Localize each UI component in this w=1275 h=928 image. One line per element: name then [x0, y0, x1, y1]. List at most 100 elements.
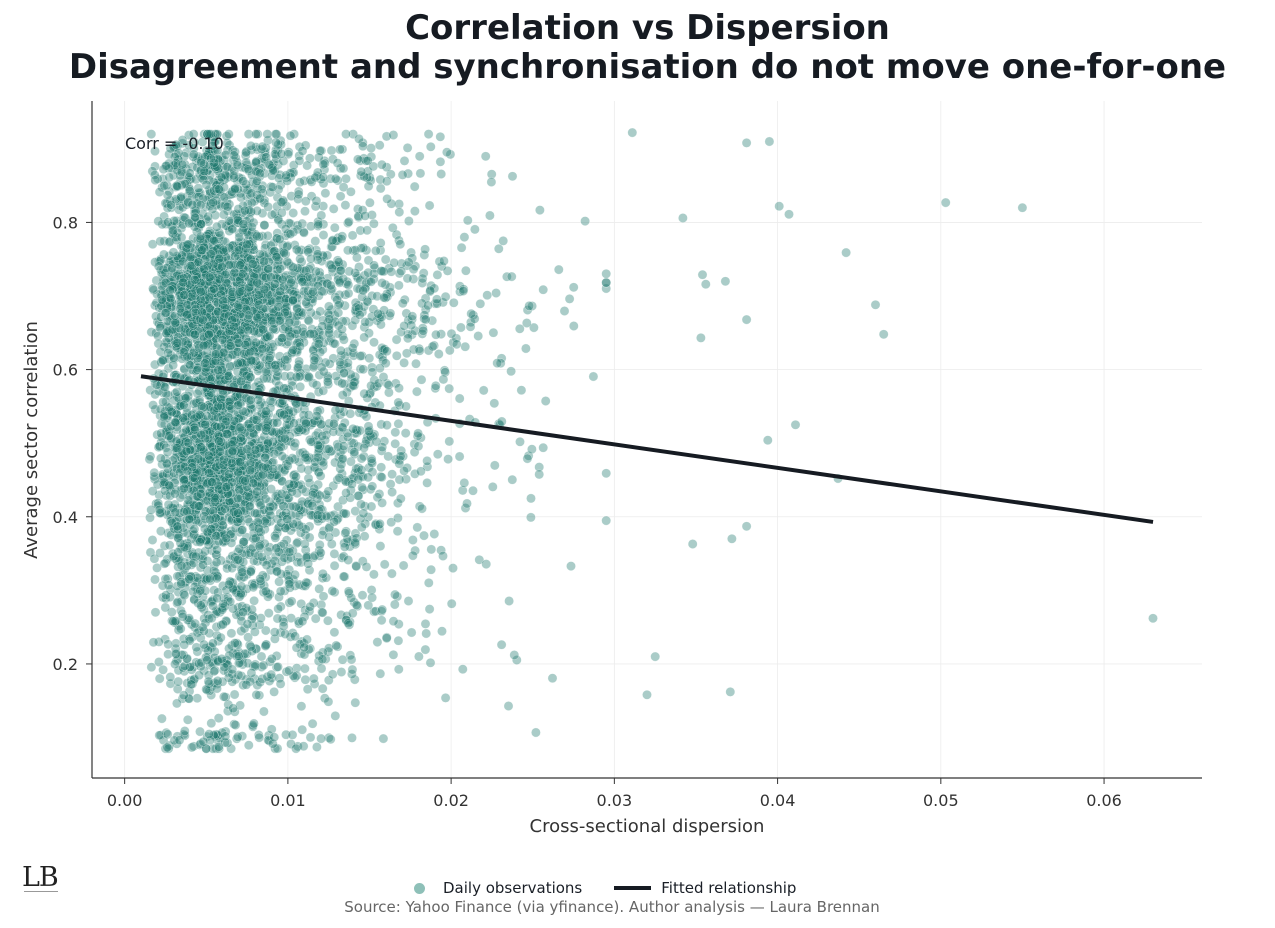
data-point — [284, 547, 295, 557]
data-point — [413, 428, 423, 439]
data-point — [246, 355, 257, 366]
data-point — [376, 615, 387, 626]
data-point — [300, 674, 311, 685]
data-point — [330, 711, 341, 721]
data-point — [365, 197, 375, 208]
data-point — [408, 550, 418, 561]
data-point — [327, 235, 338, 245]
data-point — [344, 266, 355, 277]
data-point — [392, 526, 403, 537]
data-point — [393, 418, 404, 429]
data-point — [347, 733, 357, 743]
data-point — [266, 669, 277, 680]
data-point — [308, 673, 319, 684]
data-point — [391, 334, 402, 345]
data-point — [337, 453, 348, 464]
data-point — [381, 346, 392, 357]
data-point — [580, 216, 590, 226]
data-point — [269, 627, 280, 638]
data-point — [249, 718, 259, 729]
data-point — [327, 669, 338, 680]
data-point — [377, 498, 387, 508]
data-point — [362, 225, 372, 236]
data-point — [509, 650, 520, 660]
data-point — [521, 343, 531, 354]
data-point — [454, 451, 465, 462]
data-point — [302, 684, 313, 695]
data-point — [363, 426, 374, 437]
data-point — [253, 299, 264, 310]
data-point — [588, 371, 599, 382]
data-point — [338, 441, 349, 451]
data-point — [480, 151, 491, 162]
data-point — [424, 604, 435, 614]
data-point — [281, 201, 292, 212]
data-point — [290, 631, 300, 642]
data-point — [245, 372, 256, 383]
data-point — [280, 629, 291, 639]
data-point — [496, 639, 507, 650]
data-point — [309, 355, 320, 366]
data-point — [393, 664, 404, 675]
data-point — [192, 365, 203, 375]
data-point — [286, 596, 297, 607]
data-point — [388, 649, 399, 660]
data-point — [333, 300, 344, 311]
data-point — [274, 315, 285, 326]
data-point — [491, 288, 501, 298]
data-point — [527, 444, 537, 455]
data-point — [470, 224, 480, 235]
data-point — [161, 160, 172, 171]
data-point — [393, 635, 404, 646]
data-point — [311, 380, 322, 390]
data-point — [486, 177, 497, 187]
data-point — [381, 176, 392, 187]
data-point — [369, 569, 379, 580]
data-point — [176, 232, 187, 243]
data-point — [322, 376, 333, 387]
data-point — [318, 568, 328, 579]
data-point — [184, 186, 195, 196]
data-point — [566, 561, 576, 571]
data-point — [474, 554, 485, 565]
data-point — [526, 493, 536, 504]
data-point — [443, 454, 453, 464]
data-point — [421, 628, 432, 639]
data-point — [297, 218, 308, 229]
data-point — [220, 731, 231, 742]
data-point — [343, 288, 354, 299]
data-point — [307, 500, 318, 511]
data-point — [547, 673, 558, 684]
data-point — [336, 667, 347, 677]
data-point — [375, 668, 386, 679]
data-point — [432, 294, 442, 305]
data-point — [190, 329, 200, 340]
data-point — [199, 639, 209, 650]
data-point — [261, 560, 272, 571]
data-point — [212, 593, 222, 604]
data-point — [348, 380, 358, 391]
data-point — [159, 211, 169, 222]
data-point — [526, 512, 536, 523]
data-point — [148, 283, 158, 294]
data-point — [297, 146, 308, 156]
data-point — [262, 129, 273, 139]
data-point — [157, 295, 167, 305]
data-point — [312, 742, 322, 752]
data-point — [379, 436, 390, 447]
data-point — [503, 701, 514, 711]
data-point — [272, 566, 283, 577]
data-point — [325, 734, 336, 745]
data-point — [601, 468, 612, 479]
data-point — [489, 398, 500, 409]
data-point — [197, 245, 207, 256]
data-point — [393, 513, 403, 523]
data-point — [350, 537, 360, 548]
data-point — [253, 730, 264, 740]
data-point — [402, 273, 413, 284]
data-point — [169, 488, 180, 499]
data-point — [182, 309, 193, 320]
data-point — [217, 335, 228, 345]
data-point — [402, 143, 413, 153]
data-point — [372, 637, 383, 647]
